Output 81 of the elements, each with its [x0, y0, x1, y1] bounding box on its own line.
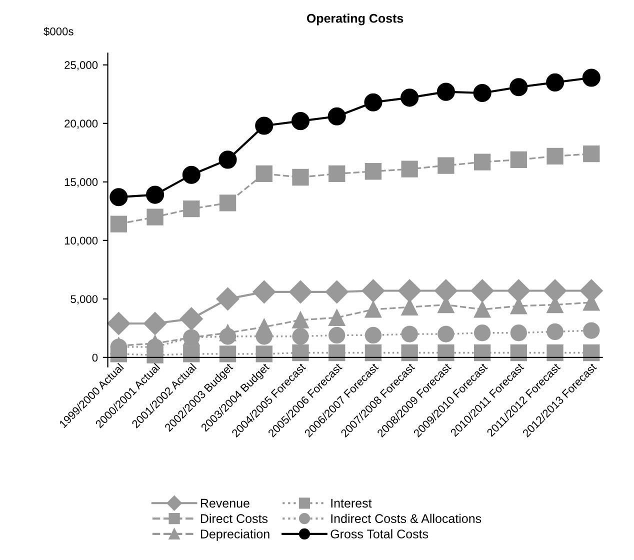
- point: [474, 301, 491, 318]
- point: [583, 322, 600, 339]
- point: [438, 344, 454, 362]
- point: [146, 208, 164, 226]
- point: [546, 344, 564, 362]
- point: [438, 326, 454, 342]
- point: [216, 287, 240, 310]
- point: [474, 154, 491, 170]
- point: [583, 344, 600, 362]
- point: [364, 344, 382, 362]
- point: [110, 216, 128, 232]
- point: [328, 309, 346, 326]
- point: [110, 188, 128, 206]
- point: [546, 73, 564, 92]
- point: [328, 344, 346, 362]
- point: [583, 146, 600, 162]
- point: [291, 112, 310, 130]
- point: [146, 186, 164, 204]
- point: [474, 344, 491, 362]
- point: [507, 279, 530, 302]
- y-tick-label: 5,000: [70, 295, 98, 304]
- point: [546, 323, 564, 340]
- point: [256, 165, 272, 182]
- point: [256, 346, 272, 362]
- point: [401, 326, 418, 342]
- point: [292, 344, 309, 362]
- point: [219, 346, 236, 362]
- legend-label: Direct Costs: [200, 514, 268, 524]
- y-tick-label: 20,000: [64, 120, 98, 129]
- point: [292, 168, 309, 186]
- chart-title: Operating Costs: [306, 14, 404, 26]
- y-tick-label: 0: [92, 354, 98, 362]
- y-axis-title: $000s: [44, 26, 74, 36]
- point: [582, 68, 600, 87]
- point: [401, 160, 418, 178]
- legend-label: Indirect Costs & Allocations: [331, 514, 482, 524]
- point: [544, 279, 567, 302]
- point: [510, 151, 527, 168]
- point: [292, 312, 309, 328]
- point: [470, 279, 494, 302]
- point: [328, 165, 346, 182]
- legend-label: Interest: [331, 498, 372, 508]
- point: [144, 312, 167, 335]
- point: [183, 200, 200, 218]
- legend-label: Revenue: [200, 498, 250, 508]
- point: [107, 312, 130, 335]
- point: [400, 88, 419, 107]
- point: [328, 107, 346, 126]
- point: [182, 166, 200, 184]
- point: [546, 148, 564, 165]
- point: [325, 280, 348, 304]
- point: [473, 84, 492, 102]
- point: [362, 279, 385, 302]
- point: [398, 279, 422, 302]
- legend-label: Depreciation: [200, 529, 270, 541]
- point: [364, 163, 382, 180]
- y-tick-label: 25,000: [64, 61, 98, 70]
- legend-label: Gross Total Costs: [330, 529, 428, 538]
- point: [364, 326, 382, 344]
- point: [510, 344, 527, 362]
- point: [436, 82, 455, 101]
- point: [510, 78, 528, 96]
- point: [292, 328, 309, 345]
- y-tick-label: 15,000: [64, 178, 98, 188]
- point: [289, 280, 312, 304]
- point: [219, 328, 236, 345]
- point: [401, 344, 418, 362]
- point: [218, 150, 237, 169]
- point: [364, 301, 382, 318]
- point: [510, 324, 527, 342]
- point: [474, 324, 491, 342]
- point: [438, 157, 454, 174]
- y-tick-label: 10,000: [64, 236, 98, 246]
- point: [183, 346, 200, 362]
- point: [219, 194, 236, 212]
- point: [255, 116, 274, 135]
- point: [434, 279, 458, 302]
- point: [364, 93, 382, 112]
- point: [328, 326, 346, 344]
- point: [252, 280, 276, 304]
- point: [180, 307, 203, 330]
